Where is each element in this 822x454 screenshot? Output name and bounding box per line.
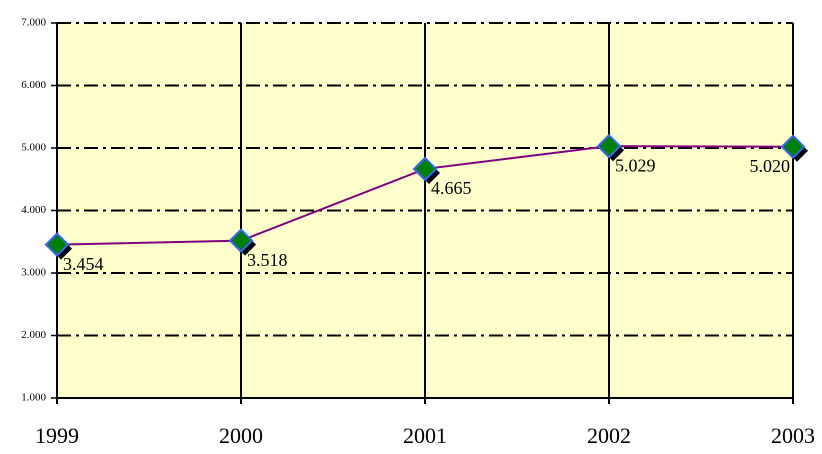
data-label: 3.518 <box>247 250 288 270</box>
x-tick-label: 2000 <box>219 423 263 448</box>
data-label: 5.029 <box>615 155 656 175</box>
x-tick-label: 2002 <box>587 423 631 448</box>
marker <box>780 134 806 160</box>
marker <box>228 228 254 254</box>
marker <box>596 133 622 159</box>
x-tick-label: 1999 <box>35 423 79 448</box>
data-label: 5.020 <box>750 156 791 176</box>
y-tick-label: 7.000 <box>21 17 46 29</box>
x-tick-label: 2001 <box>403 423 447 448</box>
y-tick-label: 2.000 <box>21 329 46 341</box>
y-tick-label: 1.000 <box>21 392 46 404</box>
y-tick-label: 5.000 <box>21 142 46 154</box>
y-tick-label: 3.000 <box>21 267 46 279</box>
x-tick-label: 2003 <box>771 423 815 448</box>
data-label: 3.454 <box>63 254 104 274</box>
data-label: 4.665 <box>431 178 472 198</box>
marker <box>412 156 438 182</box>
marker <box>44 232 70 258</box>
y-tick-label: 4.000 <box>21 204 46 216</box>
y-tick-label: 6.000 <box>21 79 46 91</box>
